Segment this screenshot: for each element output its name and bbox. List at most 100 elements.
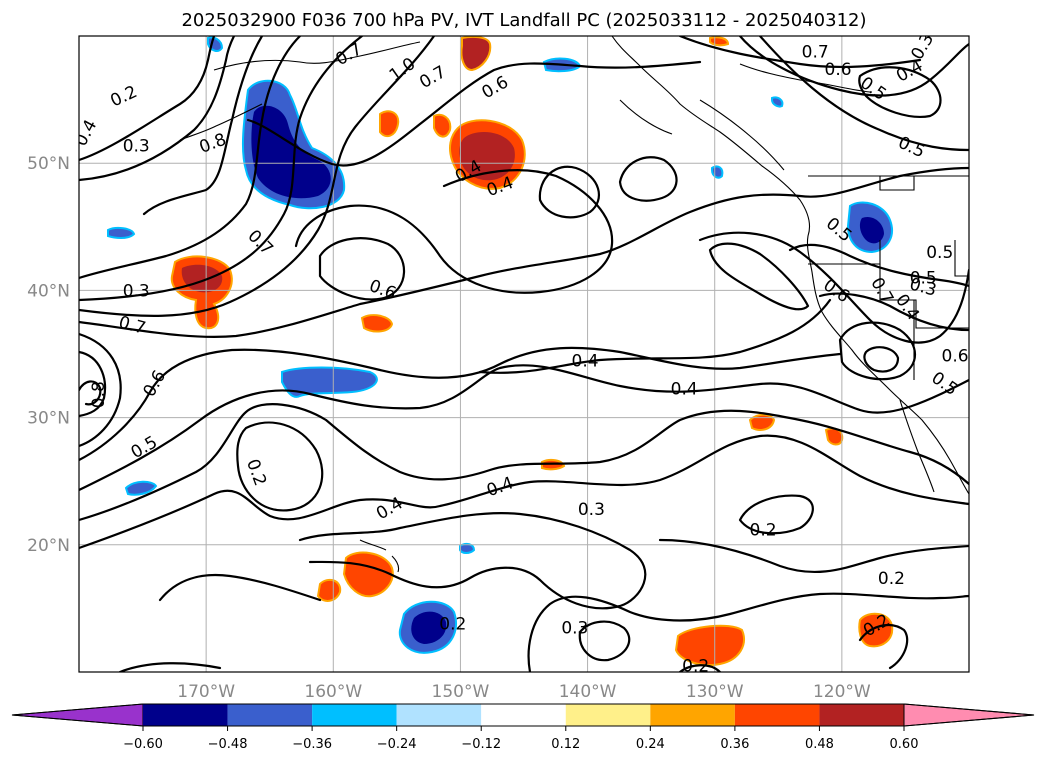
contour-label: 0.4	[671, 379, 698, 399]
contour-line	[79, 380, 102, 406]
colorbar-segment	[481, 704, 566, 726]
contour-line	[236, 421, 324, 512]
positive-anomaly-region	[748, 413, 776, 431]
contour-label-text: 0.2	[439, 615, 466, 635]
contour-label: 0.3	[123, 136, 150, 156]
colorbar-tick-label: 0.36	[720, 737, 749, 752]
contour-label: 0.7	[802, 42, 829, 62]
contour-label-text: 0.3	[561, 618, 588, 638]
contour-line	[708, 242, 810, 311]
positive-anomaly-region	[858, 612, 894, 648]
positive-anomaly-region	[316, 578, 342, 602]
lon-tick-label: 140°W	[559, 682, 617, 702]
colorbar-tick-label: 0.48	[805, 737, 834, 752]
longitude-tick-labels: 170°W 160°W 150°W 140°W 130°W 120°W	[177, 682, 871, 702]
contour-line	[79, 332, 122, 448]
colorbar: −0.60 −0.48 −0.36 −0.24 −0.12 0.12 0.24 0.36 0.4…	[11, 703, 1035, 752]
colorbar-segment	[312, 704, 397, 726]
contour-line	[738, 494, 814, 535]
lon-tick-label: 120°W	[813, 682, 871, 702]
lat-tick-label: 50°N	[27, 154, 70, 174]
lat-tick-label: 20°N	[27, 536, 70, 556]
state-border	[954, 240, 969, 277]
contour-line	[79, 403, 969, 522]
contour-label-text: 0.2	[750, 521, 777, 541]
contour-line	[788, 243, 969, 288]
contour-label-text: 0.2	[682, 657, 709, 677]
colorbar-segment	[227, 704, 313, 726]
negative-anomaly-region	[459, 542, 476, 554]
colorbar-tick-label: 0.12	[551, 737, 580, 752]
colorbar-segment	[143, 704, 228, 726]
contour-label: 0.3	[578, 500, 605, 520]
contour-line	[318, 237, 406, 301]
colorbar-segment	[396, 704, 482, 726]
contour-line	[79, 346, 842, 462]
contour-label-text: 0.6	[941, 346, 968, 366]
contour-label-text: 0.3	[578, 500, 605, 520]
contour-label: 0.6	[825, 60, 852, 80]
colorbar-tick-label: −0.48	[208, 737, 248, 752]
contour-line	[738, 36, 969, 97]
contour-line	[79, 36, 436, 317]
lat-tick-label: 40°N	[27, 281, 70, 301]
latitude-tick-labels: 50°N 40°N 30°N 20°N	[27, 154, 70, 556]
coastline	[699, 99, 785, 171]
colorbar-segment	[734, 704, 820, 726]
negative-anomaly-region	[124, 480, 158, 496]
colorbar-tick-label: 0.60	[890, 737, 919, 752]
negative-anomaly-region	[711, 165, 724, 179]
negative-anomaly-core	[859, 216, 884, 244]
contour-line	[79, 350, 106, 418]
contour-line	[838, 321, 916, 381]
positive-anomaly-region	[360, 314, 394, 333]
contour-line	[79, 36, 216, 162]
contour-line	[142, 36, 264, 216]
contour-line	[618, 156, 678, 202]
contour-line	[658, 538, 969, 573]
contour-line	[298, 511, 647, 610]
pc-shading	[107, 36, 894, 666]
contour-label: 0.2	[439, 615, 466, 635]
contour-line	[538, 165, 600, 219]
contour-line	[79, 36, 364, 302]
contour-label-text: 0.3	[123, 136, 150, 156]
contour-line	[158, 573, 322, 602]
coastline	[619, 99, 673, 135]
map-frame	[78, 35, 970, 673]
pv-contours	[79, 36, 969, 672]
contour-line	[79, 364, 969, 492]
positive-anomaly-region	[433, 113, 452, 138]
contour-line	[678, 664, 722, 672]
colorbar-extend-high	[903, 703, 1035, 727]
contour-line	[246, 60, 702, 167]
contour-label: 0.6	[941, 346, 968, 366]
coastline	[359, 539, 400, 573]
colorbar-segment	[650, 704, 735, 726]
colorbar-extend-low	[11, 703, 144, 727]
contour-label-text: 0.8	[89, 381, 109, 408]
contour-label: 0.5	[910, 269, 937, 289]
coastline	[179, 103, 263, 141]
negative-anomaly-region	[107, 226, 136, 239]
colorbar-segment	[819, 704, 904, 726]
chart-title: 2025032900 F036 700 hPa PV, IVT Landfall…	[181, 10, 866, 31]
contour-label: 0.2	[750, 521, 777, 541]
contour-line	[863, 346, 900, 373]
contour-line	[478, 298, 832, 374]
contour-label-text: 0.4	[572, 351, 599, 371]
contour-line	[79, 434, 969, 550]
contour-line	[858, 623, 909, 670]
colorbar-tick-label: −0.60	[123, 737, 163, 752]
gridlines	[79, 36, 969, 672]
contour-line	[294, 169, 614, 294]
negative-anomaly-core	[251, 105, 331, 199]
contour-line	[527, 592, 969, 672]
contour-label: 0.8	[89, 381, 109, 408]
colorbar-tick-label: 0.24	[636, 737, 665, 752]
contour-label: 0.2	[878, 569, 905, 589]
lon-tick-label: 170°W	[177, 682, 235, 702]
contour-label: 0.3	[561, 618, 588, 638]
contour-line	[118, 662, 222, 672]
negative-anomaly-region	[771, 96, 784, 108]
